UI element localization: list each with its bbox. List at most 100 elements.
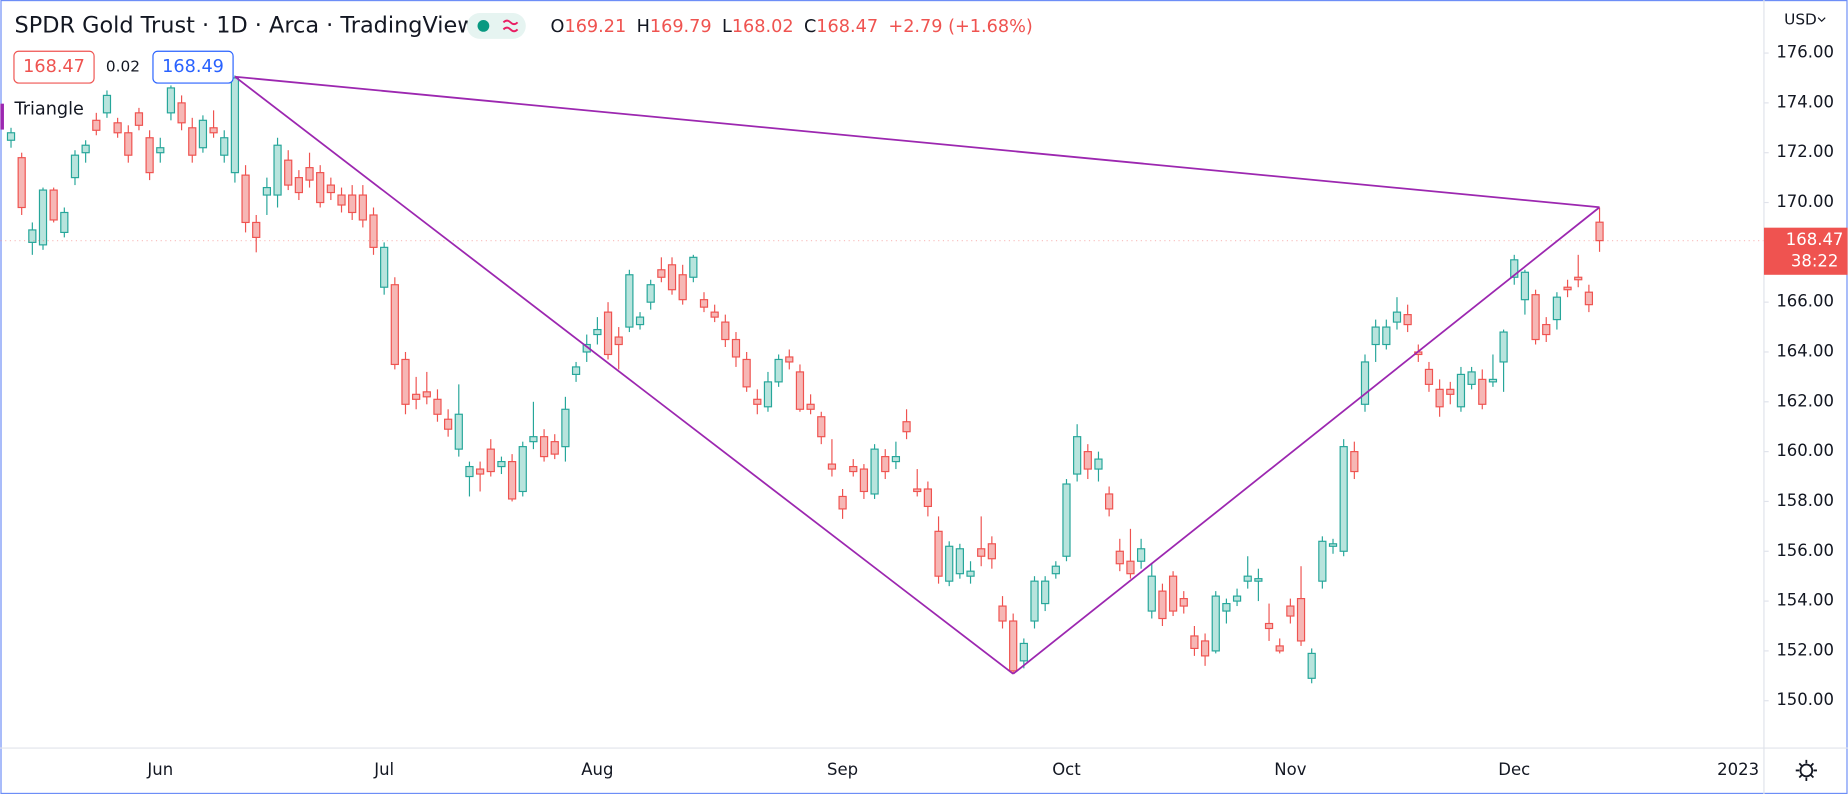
candle-body xyxy=(1478,378,1487,405)
candle-body xyxy=(955,548,964,575)
candle-body xyxy=(1446,388,1455,395)
candle-body xyxy=(1073,436,1082,475)
candle-body xyxy=(1041,580,1050,605)
candle-body xyxy=(1360,361,1370,405)
candle-body xyxy=(902,421,911,433)
currency[interactable]: USD xyxy=(1784,11,1817,29)
candle-body xyxy=(849,465,858,473)
y-tick-label: 152.00 xyxy=(1776,640,1834,659)
x-tick-label: Nov xyxy=(1274,760,1306,779)
candle-body xyxy=(625,274,634,328)
candle-body xyxy=(1403,314,1412,326)
candle-body xyxy=(17,157,26,209)
candle-body xyxy=(539,436,549,458)
candle-body xyxy=(262,186,272,196)
candle-body xyxy=(198,119,208,149)
ohlc-value: 168.02 xyxy=(732,17,794,37)
candle-body xyxy=(497,460,506,468)
symbol-title: SPDR Gold Trust · 1D · Arca · TradingVie… xyxy=(15,12,476,38)
drawing-marker xyxy=(0,103,4,130)
y-tick-label: 156.00 xyxy=(1776,541,1834,560)
candle-body xyxy=(1510,259,1519,278)
candle-body xyxy=(934,530,943,577)
indicator-pill[interactable] xyxy=(466,12,526,39)
candle-body xyxy=(571,366,581,375)
ohlc-value: 169.21 xyxy=(564,17,626,37)
candle-body xyxy=(518,446,527,493)
candle-body xyxy=(1552,296,1562,321)
candle-body xyxy=(731,338,741,358)
candle-body xyxy=(1264,622,1274,630)
candle-body xyxy=(337,194,346,206)
candle-body xyxy=(593,328,602,336)
candle-body xyxy=(987,543,996,560)
candle-body xyxy=(550,441,559,455)
candle-body xyxy=(209,127,218,134)
candle-body xyxy=(422,391,431,398)
x-tick-label: Oct xyxy=(1052,760,1081,779)
candle-body xyxy=(390,284,399,366)
bar-countdown: 38:22 xyxy=(1791,251,1839,270)
candle-body xyxy=(81,144,90,154)
candle-body xyxy=(710,311,719,318)
candle-body xyxy=(1083,451,1092,470)
ohlc-label: L xyxy=(722,17,732,37)
candle-body xyxy=(603,311,613,356)
candle-body xyxy=(1168,575,1178,612)
candle-body xyxy=(348,194,357,214)
sell-box[interactable] xyxy=(13,50,95,84)
x-tick-label: Sep xyxy=(827,760,858,779)
last-price-tag xyxy=(1763,227,1848,275)
candle-body xyxy=(124,132,133,156)
candle-body xyxy=(1531,294,1540,341)
candle-body xyxy=(102,94,112,114)
candle-body xyxy=(774,358,783,383)
spread: 0.02 xyxy=(106,58,140,76)
wave-icon xyxy=(502,19,519,33)
triangle-edge xyxy=(234,75,1600,209)
candle-body xyxy=(913,488,922,493)
ask-price: 168.49 xyxy=(162,57,224,77)
y-tick-label: 170.00 xyxy=(1776,192,1834,211)
candle-body xyxy=(870,448,879,495)
candle-body xyxy=(1136,548,1146,562)
candle-body xyxy=(1371,326,1380,346)
candle-body xyxy=(1339,446,1348,552)
x-tick-label: Jun xyxy=(146,760,173,779)
settings-icon[interactable] xyxy=(1795,759,1817,782)
candle-body xyxy=(241,174,250,224)
candle-body xyxy=(305,167,314,181)
candle-body xyxy=(486,448,495,473)
candle-body xyxy=(1520,271,1530,301)
candle-body xyxy=(188,127,197,156)
x-tick-label: 2023 xyxy=(1717,760,1759,779)
y-tick-label: 164.00 xyxy=(1776,341,1834,360)
candle-body xyxy=(28,229,37,243)
bid-price: 168.47 xyxy=(23,57,85,77)
candle-body xyxy=(1542,323,1551,336)
candle-body xyxy=(998,605,1007,622)
candle-body xyxy=(1019,642,1028,662)
candle-body xyxy=(1574,276,1583,281)
candle-body xyxy=(1563,286,1572,291)
candle-body xyxy=(1584,291,1594,306)
candle-body xyxy=(1051,565,1060,575)
candle-body xyxy=(230,77,240,174)
buy-box[interactable] xyxy=(152,50,234,84)
candle-body xyxy=(1392,311,1402,323)
candle-body xyxy=(977,548,986,557)
ohlc-value: 169.79 xyxy=(650,17,712,37)
candle-body xyxy=(454,413,463,450)
x-tick-label: Jul xyxy=(373,760,394,779)
y-tick-label: 160.00 xyxy=(1776,441,1834,460)
candle-body xyxy=(1328,543,1338,547)
candle-body xyxy=(1094,458,1103,470)
candle-body xyxy=(1211,595,1220,652)
ohlc-label: O xyxy=(551,17,565,37)
candle-body xyxy=(1350,451,1359,473)
candle-body xyxy=(806,403,815,410)
candle-body xyxy=(284,159,293,186)
candle-body xyxy=(667,264,677,291)
candle-body xyxy=(369,214,378,248)
candle-body xyxy=(92,119,101,131)
